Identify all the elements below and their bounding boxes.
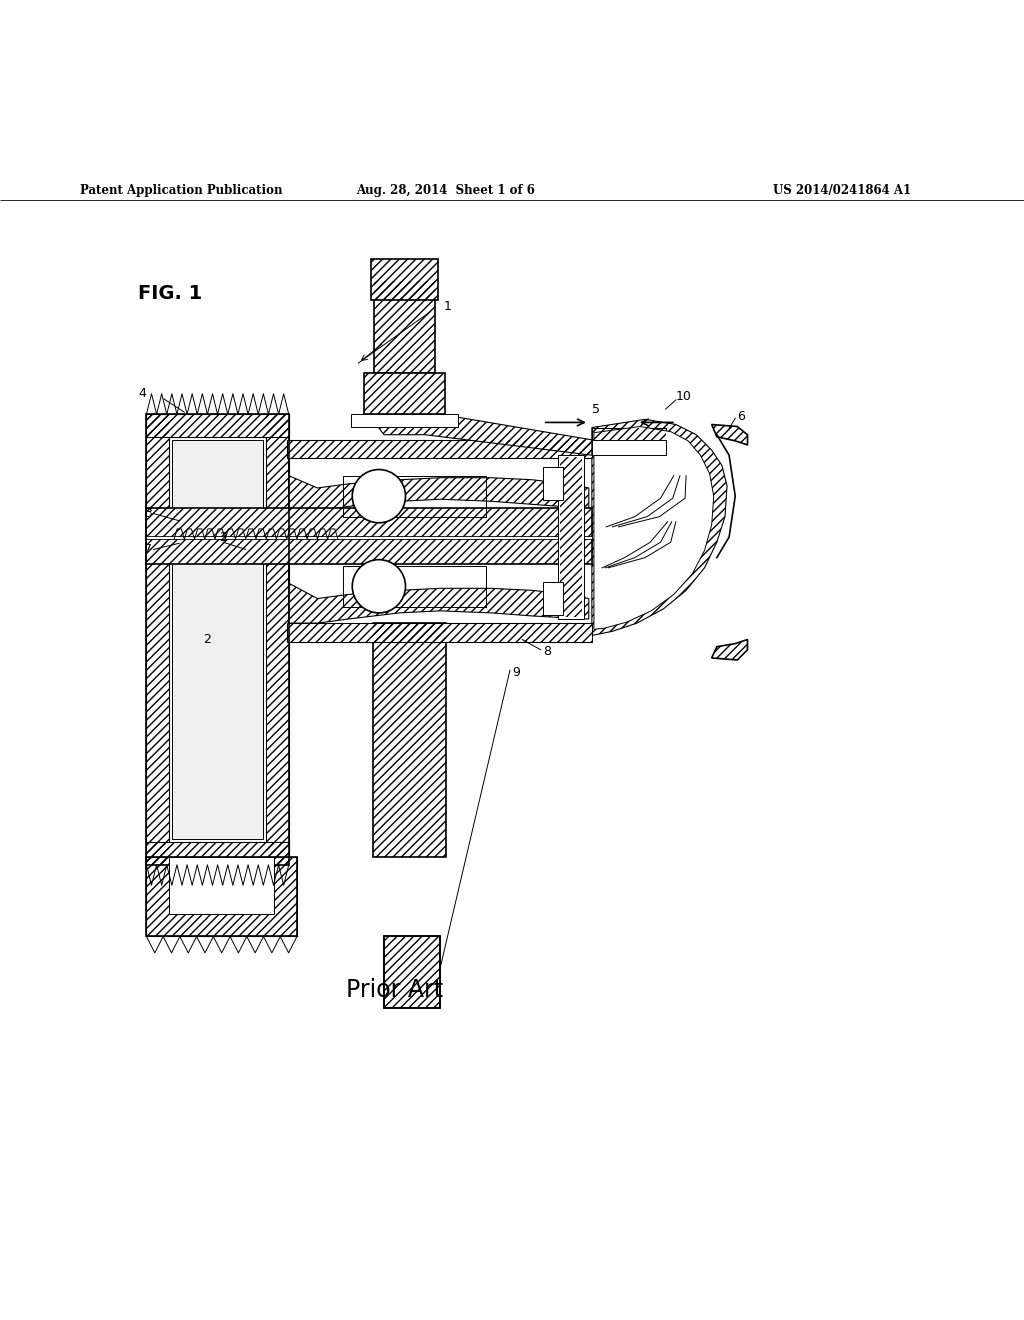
Bar [146, 537, 592, 539]
Bar [146, 857, 297, 936]
Text: Prior Art: Prior Art [346, 978, 442, 1002]
Polygon shape [712, 639, 748, 660]
Text: 10: 10 [676, 391, 692, 404]
Bar [592, 440, 666, 455]
Text: Aug. 28, 2014  Sheet 1 of 6: Aug. 28, 2014 Sheet 1 of 6 [356, 183, 535, 197]
Polygon shape [266, 414, 289, 865]
Polygon shape [712, 425, 748, 445]
Text: 9: 9 [512, 665, 520, 678]
Polygon shape [289, 455, 589, 512]
Text: FIG. 1: FIG. 1 [138, 284, 203, 302]
Bar [169, 857, 274, 913]
Bar [543, 582, 563, 615]
Text: US 2014/0241864 A1: US 2014/0241864 A1 [773, 183, 911, 197]
Bar [558, 455, 584, 619]
Polygon shape [592, 428, 666, 440]
Bar [351, 414, 458, 426]
Circle shape [352, 560, 406, 612]
Polygon shape [146, 414, 169, 865]
Bar [373, 623, 446, 857]
Bar [371, 259, 438, 300]
Bar [384, 936, 440, 1008]
Text: 5: 5 [592, 403, 600, 416]
Polygon shape [592, 420, 727, 635]
Bar [146, 414, 289, 865]
Bar [146, 539, 592, 564]
Bar [343, 566, 486, 607]
Bar [384, 936, 440, 1008]
Bar [560, 457, 582, 616]
Bar [374, 281, 435, 374]
Bar [560, 457, 582, 616]
Bar [146, 508, 592, 537]
Bar [146, 508, 592, 537]
Polygon shape [146, 414, 289, 437]
Bar [172, 440, 263, 840]
Text: 2: 2 [204, 634, 211, 645]
Text: 4: 4 [138, 387, 146, 400]
Bar [364, 374, 445, 414]
Circle shape [352, 470, 406, 523]
Text: 7: 7 [143, 543, 152, 556]
Text: 2: 2 [219, 531, 227, 544]
Text: 3: 3 [143, 507, 152, 520]
Bar [371, 259, 438, 300]
Bar [384, 936, 440, 1008]
Text: 8: 8 [543, 645, 551, 659]
Polygon shape [287, 440, 592, 458]
Polygon shape [146, 857, 297, 936]
Text: 6: 6 [737, 409, 745, 422]
Text: 1: 1 [443, 300, 452, 313]
Polygon shape [289, 564, 589, 623]
Text: Patent Application Publication: Patent Application Publication [80, 183, 283, 197]
Bar [364, 374, 445, 414]
Polygon shape [287, 623, 592, 642]
Bar [374, 281, 435, 374]
Polygon shape [146, 842, 289, 865]
Bar [373, 623, 446, 857]
Polygon shape [369, 414, 592, 455]
Bar [146, 539, 592, 564]
Bar [543, 467, 563, 500]
Bar [343, 475, 486, 516]
Polygon shape [594, 426, 714, 630]
